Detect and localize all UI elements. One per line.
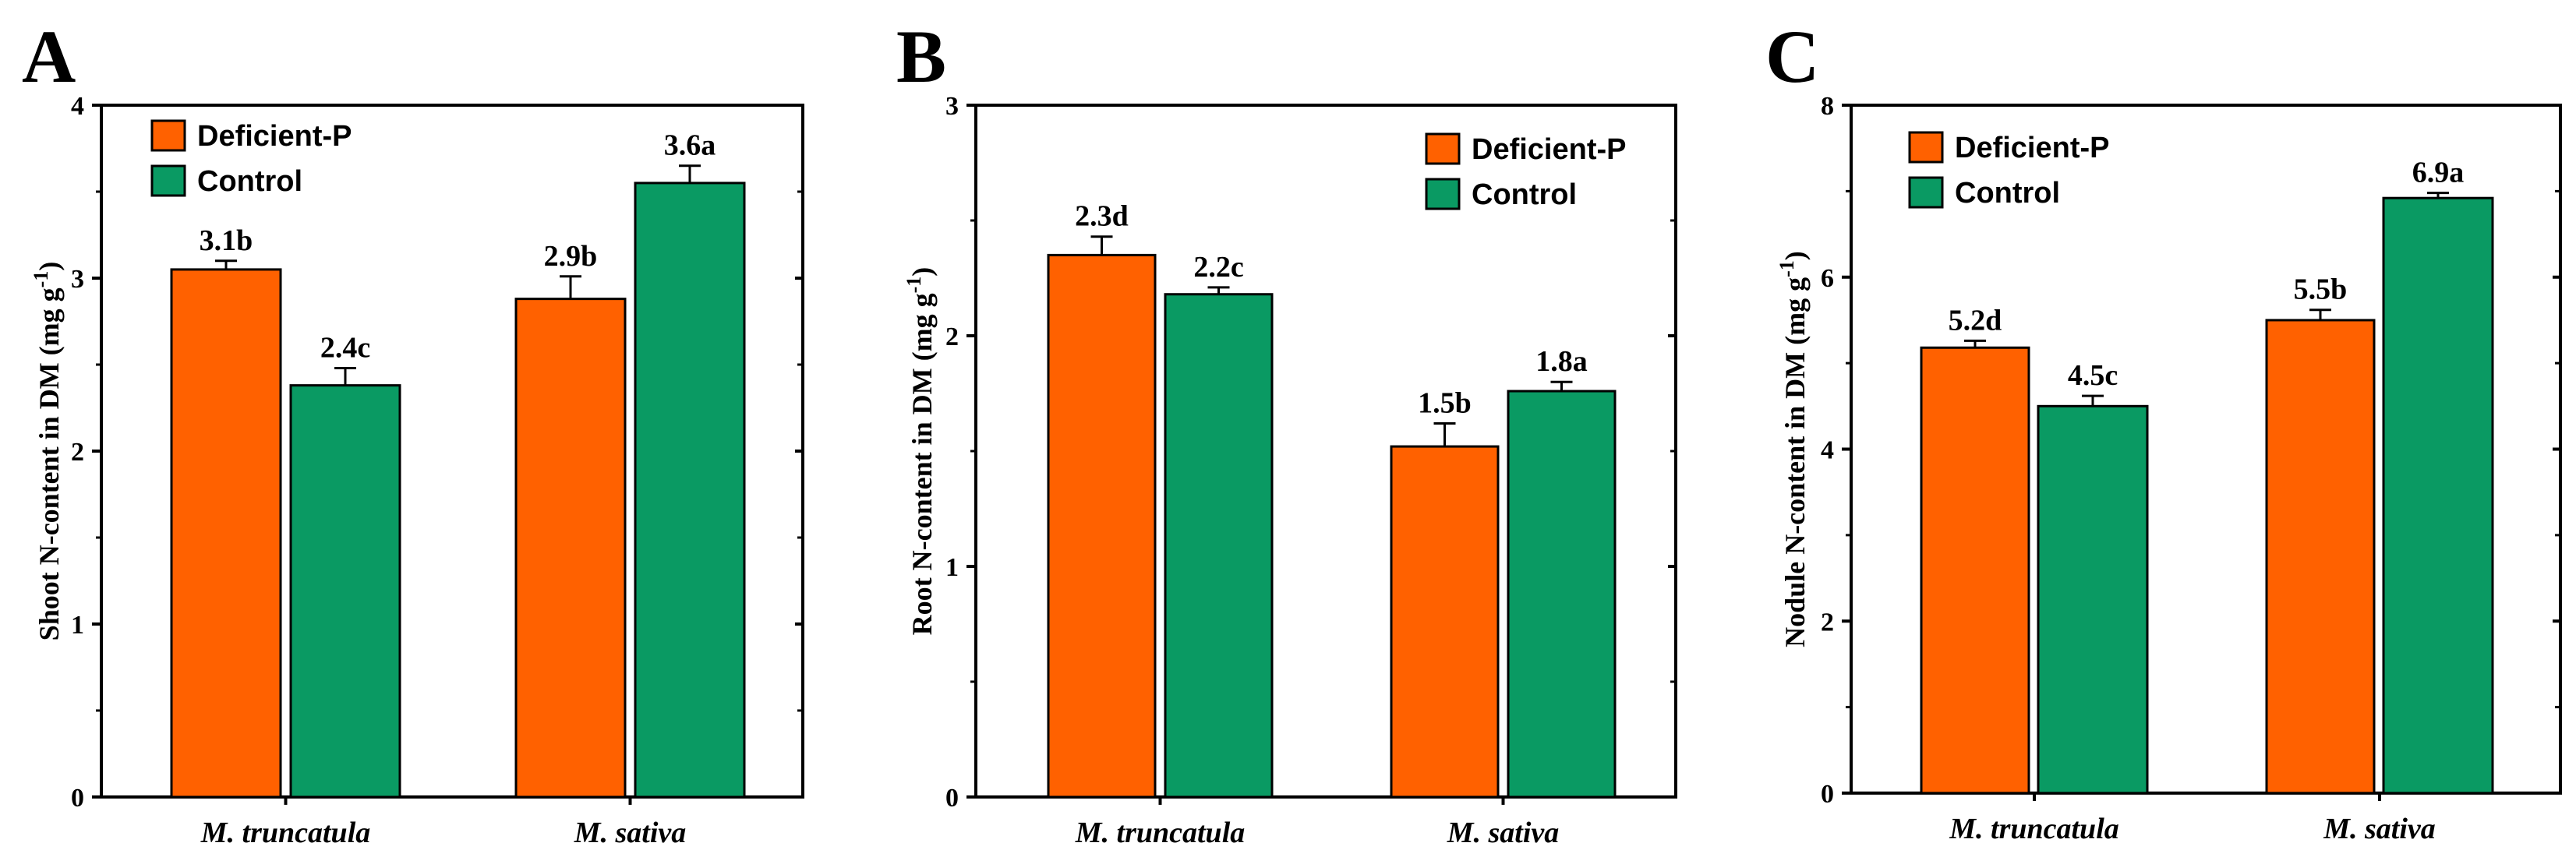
legend-label: Deficient-P — [1472, 133, 1626, 166]
y-tick-label: 1 — [71, 611, 84, 640]
y-axis-label-main: Nodule N-content in DM (mg g — [1779, 277, 1811, 647]
data-label: 5.2d — [1949, 304, 2002, 337]
x-tick-label: M. truncatula — [1949, 813, 2119, 845]
chart-panel-c: C 0 2 4 6 8 Nodule N-content in DM (mg g-1) 5.2… — [1765, 15, 2562, 845]
data-label: 2.9b — [544, 240, 598, 273]
y-axis-label-tail: ) — [1779, 251, 1811, 260]
x-tick-label: M. truncatula — [200, 816, 371, 849]
chart-panel-a: A 0 1 2 3 4 Shoot N-content in DM (mg g-1) 3.1b… — [22, 15, 804, 849]
bar — [2382, 196, 2494, 795]
x-tick-label: M. truncatula — [1075, 816, 1246, 849]
y-tick-label: 1 — [945, 553, 959, 582]
legend-swatch — [1908, 176, 1944, 209]
bar — [1920, 346, 2030, 795]
data-label: 1.8a — [1535, 345, 1588, 378]
data-label: 3.1b — [200, 224, 253, 257]
y-axis-label-tail: ) — [34, 262, 65, 271]
legend-swatch — [1425, 132, 1461, 165]
legend-label: Control — [1472, 178, 1577, 211]
y-tick-label: 3 — [945, 92, 959, 121]
legend-label: Control — [197, 165, 302, 198]
y-tick-label: 0 — [945, 784, 959, 813]
y-tick-label: 2 — [1821, 608, 1834, 637]
legend-label: Control — [1955, 177, 2060, 210]
y-axis-label-superscript: -1 — [1776, 260, 1798, 277]
panel-letter: C — [1765, 15, 1819, 98]
legend-label: Deficient-P — [197, 120, 352, 153]
bar — [2265, 319, 2376, 795]
y-axis-label: Nodule N-content in DM (mg g-1) — [1776, 251, 1811, 647]
y-axis-label: Root N-content in DM (mg g-1) — [903, 267, 938, 636]
y-tick-label: 0 — [71, 784, 84, 813]
data-label: 5.5b — [2294, 273, 2348, 306]
y-axis-label-superscript: -1 — [30, 271, 52, 288]
y-tick-label: 0 — [1821, 780, 1834, 809]
y-axis-label-main: Root N-content in DM (mg g — [906, 293, 938, 635]
y-axis-label-superscript: -1 — [903, 277, 925, 294]
bar — [170, 268, 282, 799]
data-label: 6.9a — [2412, 157, 2465, 189]
y-tick-label: 3 — [71, 265, 84, 294]
data-label: 2.3d — [1075, 200, 1129, 233]
y-axis-label: Shoot N-content in DM (mg g-1) — [30, 262, 65, 641]
panel-letter: A — [22, 15, 76, 98]
y-tick-label: 2 — [71, 438, 84, 467]
data-label: 3.6a — [664, 129, 716, 162]
legend-label: Deficient-P — [1955, 132, 2109, 164]
chart-panel-b: B 0 1 2 3 Root N-content in DM (mg g-1) 2.3d 2.… — [896, 15, 1677, 849]
bar — [1047, 253, 1157, 799]
legend-swatch — [150, 164, 186, 197]
y-tick-label: 4 — [1821, 436, 1834, 465]
data-label: 1.5b — [1418, 386, 1472, 419]
bar — [1390, 445, 1500, 799]
bar — [1164, 293, 1274, 799]
y-tick-label: 4 — [71, 92, 84, 121]
x-tick-label: M. sativa — [2323, 813, 2436, 845]
x-tick-label: M. sativa — [1447, 816, 1560, 849]
y-axis-label-main: Shoot N-content in DM (mg g — [34, 287, 65, 640]
bar — [289, 384, 401, 799]
bar — [1507, 390, 1617, 799]
y-tick-label: 8 — [1821, 92, 1834, 121]
data-label: 2.2c — [1193, 251, 1243, 284]
data-label: 2.4c — [320, 331, 370, 364]
x-tick-label: M. sativa — [574, 816, 687, 849]
bar — [514, 298, 627, 799]
bar — [634, 182, 746, 799]
y-tick-label: 2 — [945, 323, 959, 351]
panel-letter: B — [896, 15, 946, 98]
y-tick-label: 6 — [1821, 264, 1834, 293]
y-axis-label-tail: ) — [906, 267, 938, 277]
legend-swatch — [150, 119, 186, 152]
data-label: 4.5c — [2068, 359, 2118, 392]
legend-swatch — [1425, 178, 1461, 210]
bar — [2037, 404, 2149, 795]
legend-swatch — [1908, 131, 1944, 164]
